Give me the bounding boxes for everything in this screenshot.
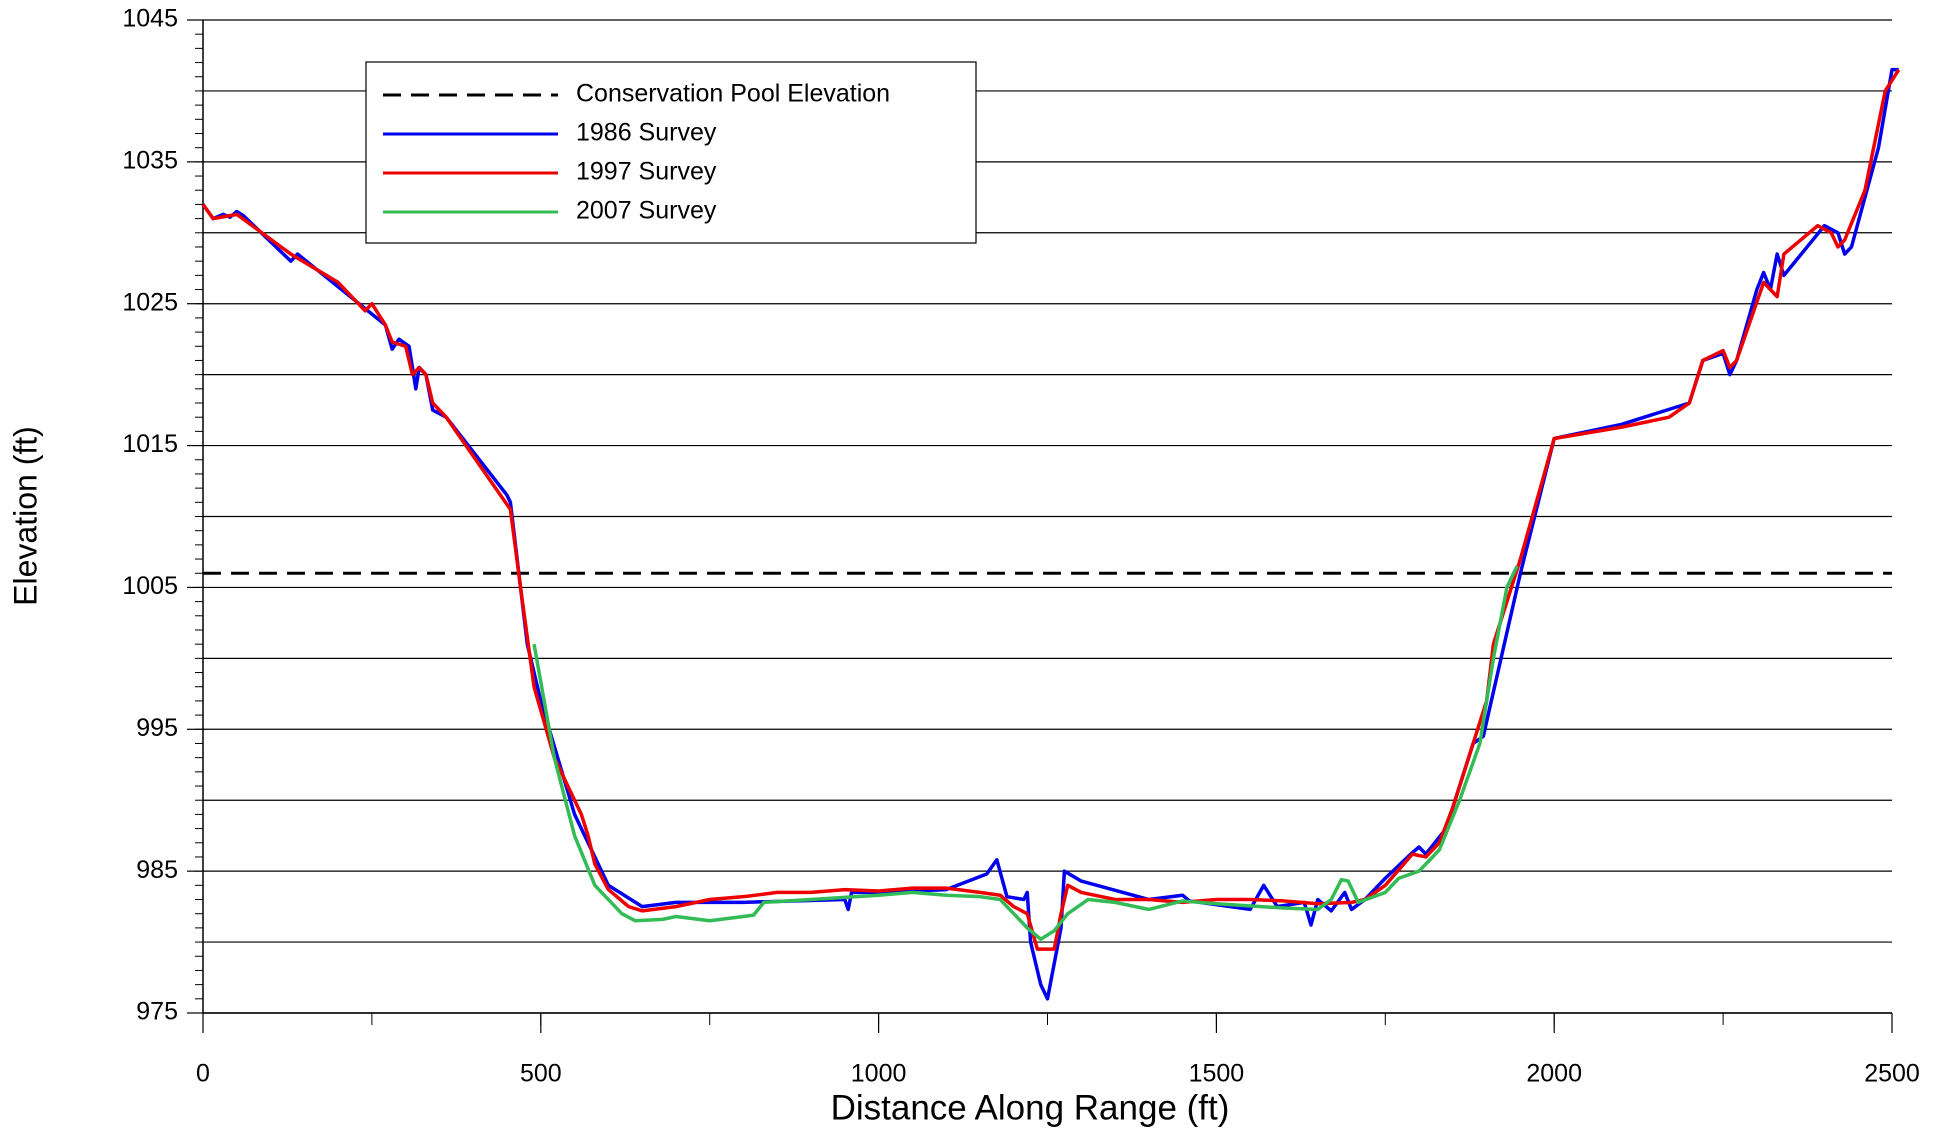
legend-label: 1997 Survey	[576, 158, 717, 186]
x-tick-label: 2000	[1526, 1060, 1582, 1088]
y-tick-label: 1025	[122, 288, 178, 316]
x-tick-label: 500	[520, 1060, 562, 1088]
y-axis-title: Elevation (ft)	[7, 426, 43, 606]
x-tick-label: 2500	[1864, 1060, 1920, 1088]
x-tick-label: 1000	[851, 1060, 907, 1088]
legend-label: 2007 Survey	[576, 197, 717, 225]
y-tick-label: 995	[136, 714, 178, 742]
y-tick-label: 1005	[122, 572, 178, 600]
x-axis-title: Distance Along Range (ft)	[831, 1088, 1230, 1127]
y-tick-label: 1045	[122, 5, 178, 33]
y-tick-label: 985	[136, 856, 178, 884]
y-tick-label: 975	[136, 998, 178, 1026]
y-tick-label: 1035	[122, 146, 178, 174]
series-line	[201, 68, 1901, 951]
x-tick-label: 1500	[1189, 1060, 1245, 1088]
series-line	[532, 565, 1519, 941]
y-tick-label: 1015	[122, 430, 178, 458]
legend-label: Conservation Pool Elevation	[576, 80, 890, 108]
legend-label: 1986 Survey	[576, 119, 717, 147]
x-tick-label: 0	[196, 1060, 210, 1088]
